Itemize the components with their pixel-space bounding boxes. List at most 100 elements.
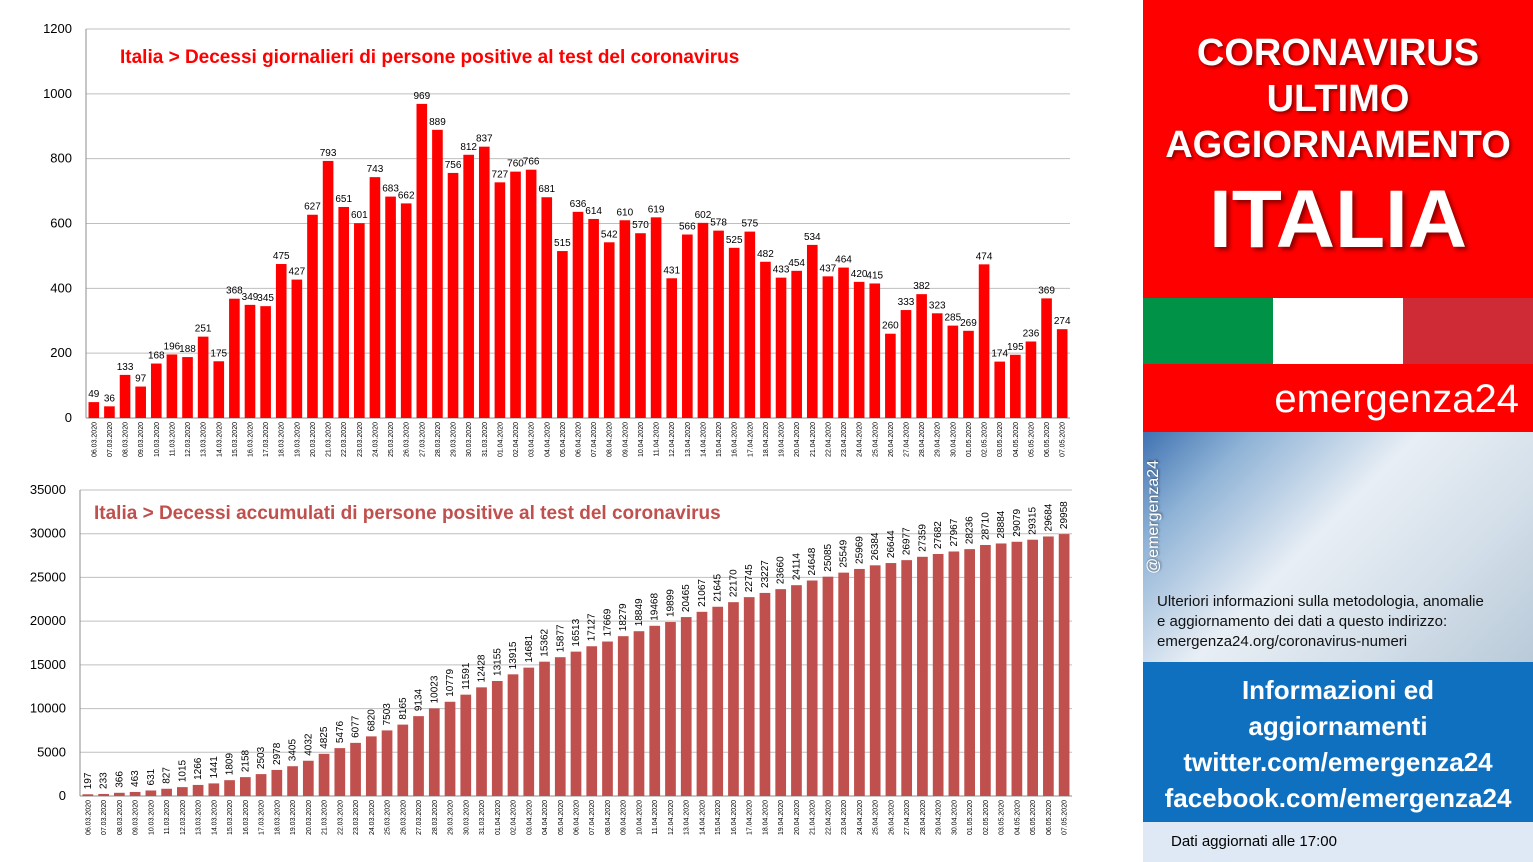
chart1-xtick-label: 20.04.2020 (794, 422, 801, 457)
chart1-value-label: 683 (382, 184, 399, 195)
chart1-xtick-label: 29.04.2020 (935, 422, 942, 457)
chart2-xtick-label: 04.04.2020 (542, 800, 549, 835)
chart1-xtick-label: 24.04.2020 (857, 422, 864, 457)
chart2-bar (365, 736, 377, 796)
flag-red-stripe (1403, 298, 1533, 364)
twitter-link[interactable]: twitter.com/emergenza24 (1183, 747, 1493, 777)
chart2-xtick-label: 11.03.2020 (164, 800, 171, 835)
chart1-value-label: 420 (851, 269, 868, 280)
chart2-bar (145, 790, 157, 796)
chart1-value-label: 969 (413, 91, 430, 102)
chart2-value-label: 26644 (886, 530, 897, 558)
italian-flag (1143, 298, 1533, 364)
chart1-value-label: 651 (335, 194, 352, 205)
chart1-xtick-label: 13.04.2020 (685, 422, 692, 457)
chart1-bar (275, 264, 287, 418)
chart2-bar (885, 563, 897, 796)
flag-white-stripe (1273, 298, 1403, 364)
chart2-xtick-label: 01.05.2020 (967, 800, 974, 835)
chart1-value-label: 837 (476, 134, 493, 145)
chart1-bar (713, 230, 724, 418)
chart1-bar (354, 223, 365, 418)
chart1-xtick-label: 27.03.2020 (419, 422, 426, 457)
chart1-bar (494, 182, 506, 418)
chart1-value-label: 793 (320, 148, 337, 159)
chart2-bar (334, 748, 346, 796)
chart1-value-label: 285 (945, 313, 962, 324)
chart2-value-label: 19468 (650, 593, 661, 621)
chart2-bar (806, 580, 818, 796)
chart1-bar (525, 169, 537, 418)
chart2-xtick-label: 31.03.2020 (479, 800, 486, 835)
chart2-bar (302, 760, 314, 796)
chart1-value-label: 196 (164, 341, 181, 352)
chart2-value-label: 25549 (839, 539, 850, 567)
chart2-xtick-label: 10.04.2020 (636, 800, 643, 835)
chart1-bar (338, 206, 350, 418)
chart2-value-label: 2158 (240, 749, 251, 772)
chart2-ytick-label: 30000 (30, 526, 66, 541)
chart2-value-label: 11591 (461, 662, 472, 690)
chart1-xtick-label: 28.04.2020 (919, 422, 926, 457)
chart2-xtick-label: 02.04.2020 (511, 800, 518, 835)
chart1-bar (650, 217, 662, 418)
update-time: Dati aggiornati alle 17:00 (1171, 833, 1337, 850)
chart1-xtick-label: 22.03.2020 (341, 422, 348, 457)
chart1-value-label: 433 (773, 265, 790, 276)
chart2-bar (539, 661, 550, 796)
chart1-xtick-label: 29.03.2020 (451, 422, 458, 457)
chart2-value-label: 25085 (823, 543, 834, 571)
chart2-value-label: 7503 (382, 703, 393, 726)
chart1-value-label: 349 (242, 292, 259, 303)
chart2-bar (570, 651, 582, 796)
facebook-link[interactable]: facebook.com/emergenza24 (1164, 783, 1512, 813)
chart2-bar (995, 543, 1007, 796)
chart2-bar (255, 774, 267, 796)
chart1-bar (307, 214, 318, 418)
chart2-value-label: 26977 (902, 527, 913, 555)
chart2-ytick-label: 35000 (30, 482, 66, 497)
handle-label: @emergenza24 (1145, 459, 1162, 575)
chart1-xtick-label: 30.04.2020 (950, 422, 957, 457)
info-link[interactable]: emergenza24.org/coronavirus-numeri (1157, 633, 1408, 650)
chart2-value-label: 28710 (980, 512, 991, 540)
chart1-value-label: 345 (257, 293, 274, 304)
chart1-value-label: 269 (960, 318, 977, 329)
chart2-xtick-label: 30.04.2020 (951, 800, 958, 835)
chart1-bar (291, 279, 303, 418)
chart1-xtick-label: 14.04.2020 (700, 422, 707, 457)
chart2-value-label: 8165 (398, 697, 409, 720)
chart2-value-label: 463 (130, 770, 141, 787)
chart2-value-label: 15362 (540, 628, 551, 656)
chart2-value-label: 23227 (760, 560, 771, 588)
chart1-bar (978, 264, 990, 418)
chart2-bar (176, 787, 188, 796)
chart1-value-label: 454 (788, 258, 805, 269)
chart2-bar (822, 576, 834, 796)
chart2-value-label: 29958 (1059, 501, 1070, 529)
chart1-ytick-label: 800 (50, 151, 72, 166)
chart2-ytick-label: 25000 (30, 569, 66, 584)
title-panel: CORONAVIRUS ULTIMO AGGIORNAMENTO ITALIA (1143, 0, 1533, 298)
chart2-xtick-label: 24.03.2020 (369, 800, 376, 835)
chart1-bar (838, 267, 849, 418)
chart2-bar (287, 766, 298, 796)
chart2-ytick-label: 15000 (30, 657, 66, 672)
chart2-value-label: 27967 (949, 518, 960, 546)
chart2-value-label: 9134 (414, 688, 425, 711)
chart2-value-label: 2503 (256, 746, 267, 769)
chart2-value-label: 4032 (303, 733, 314, 756)
chart2-ytick-label: 5000 (37, 744, 66, 759)
chart2-bar (728, 602, 739, 796)
chart1-bar (182, 357, 193, 418)
chart2-xtick-label: 17.04.2020 (747, 800, 754, 835)
chart1-xtick-label: 12.03.2020 (185, 422, 192, 457)
chart1-bar (760, 261, 771, 418)
chart1-xtick-label: 11.03.2020 (169, 422, 176, 457)
chart2-bar (633, 631, 645, 796)
chart1-bar (619, 220, 631, 418)
chart1-xtick-label: 21.04.2020 (810, 422, 817, 457)
chart1-bar (400, 203, 412, 418)
chart1-bar (791, 270, 802, 418)
chart2-bar (617, 636, 629, 796)
